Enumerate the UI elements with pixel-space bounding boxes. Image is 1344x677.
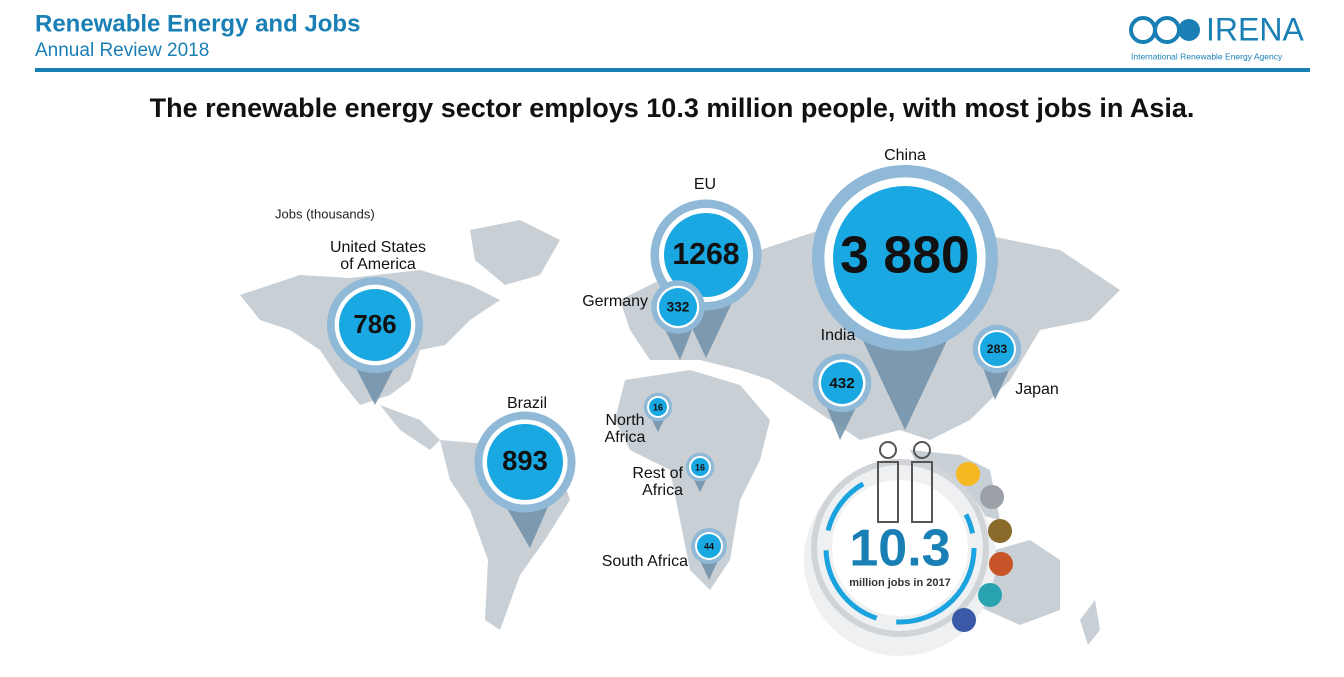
pin: 44 South Africa bbox=[602, 528, 727, 580]
central-america bbox=[380, 405, 440, 450]
new-zealand bbox=[1080, 600, 1100, 645]
pin: 893 Brazil bbox=[474, 395, 576, 548]
tech-icon bbox=[980, 485, 1004, 509]
subtitle: Annual Review 2018 bbox=[35, 40, 209, 61]
pin-core bbox=[339, 289, 411, 361]
logo-globe bbox=[1178, 19, 1200, 41]
total-value: 10.3 bbox=[849, 520, 950, 578]
logo-ring bbox=[1129, 16, 1157, 44]
pin-core bbox=[691, 458, 709, 476]
pin: 332 Germany bbox=[582, 280, 705, 360]
logo-text: IRENA bbox=[1206, 11, 1304, 47]
tech-icon bbox=[978, 583, 1002, 607]
pin: 283 Japan bbox=[972, 324, 1059, 400]
pin-core bbox=[487, 424, 563, 500]
logo-ring bbox=[1153, 16, 1181, 44]
tech-icon bbox=[956, 462, 980, 486]
region-label: Germany bbox=[582, 293, 648, 310]
pin-core bbox=[833, 186, 977, 330]
pin-core bbox=[697, 534, 721, 558]
pin-value: 44 bbox=[704, 541, 714, 551]
greenland bbox=[470, 220, 560, 285]
header-rule bbox=[35, 68, 1310, 72]
pin-core bbox=[980, 332, 1014, 366]
workers-icon bbox=[877, 441, 933, 523]
pin-core bbox=[664, 213, 748, 297]
region-label: Africa bbox=[605, 429, 646, 446]
logo: IRENA International Renewable Energy Age… bbox=[1129, 11, 1304, 61]
unit-note: Jobs (thousands) bbox=[275, 206, 375, 221]
pin-core bbox=[649, 398, 667, 416]
region-label: South Africa bbox=[602, 553, 688, 570]
region-label: United States bbox=[330, 239, 426, 256]
region-label: China bbox=[884, 147, 926, 164]
region-label: India bbox=[821, 327, 856, 344]
total-caption: million jobs in 2017 bbox=[849, 577, 950, 589]
badge-ring bbox=[811, 459, 989, 637]
badge-arc bbox=[823, 471, 977, 625]
pin-core bbox=[659, 288, 697, 326]
pin-value: 3 880 bbox=[840, 226, 970, 284]
region-label: Japan bbox=[1015, 381, 1059, 398]
badge-core bbox=[832, 480, 968, 616]
tech-icon bbox=[952, 608, 976, 632]
region-label: Brazil bbox=[507, 395, 547, 412]
region-label: EU bbox=[694, 176, 716, 193]
tech-icon bbox=[989, 552, 1013, 576]
pin-value: 432 bbox=[829, 375, 854, 392]
region-label: North bbox=[605, 412, 644, 429]
tech-icon bbox=[988, 519, 1012, 543]
pin-value: 283 bbox=[987, 342, 1008, 356]
pin-value: 1268 bbox=[672, 238, 739, 271]
africa bbox=[615, 370, 770, 590]
pin-value: 332 bbox=[667, 300, 690, 315]
pin: 3 880 China bbox=[812, 147, 998, 430]
region-label: Rest of bbox=[632, 465, 683, 482]
title: Renewable Energy and Jobs bbox=[35, 10, 360, 37]
region-label: of America bbox=[340, 256, 416, 273]
pin-value: 893 bbox=[502, 445, 548, 476]
headline: The renewable energy sector employs 10.3… bbox=[150, 93, 1195, 123]
total-badge: 10.3 million jobs in 2017 bbox=[804, 441, 1013, 656]
region-label: Africa bbox=[642, 482, 683, 499]
pin-value: 16 bbox=[695, 462, 705, 472]
logo-caption: International Renewable Energy Agency bbox=[1131, 51, 1283, 61]
pin-core bbox=[821, 362, 863, 404]
pin: 432 India bbox=[812, 327, 872, 440]
pin-value: 786 bbox=[353, 311, 396, 339]
pin-value: 16 bbox=[653, 402, 663, 412]
